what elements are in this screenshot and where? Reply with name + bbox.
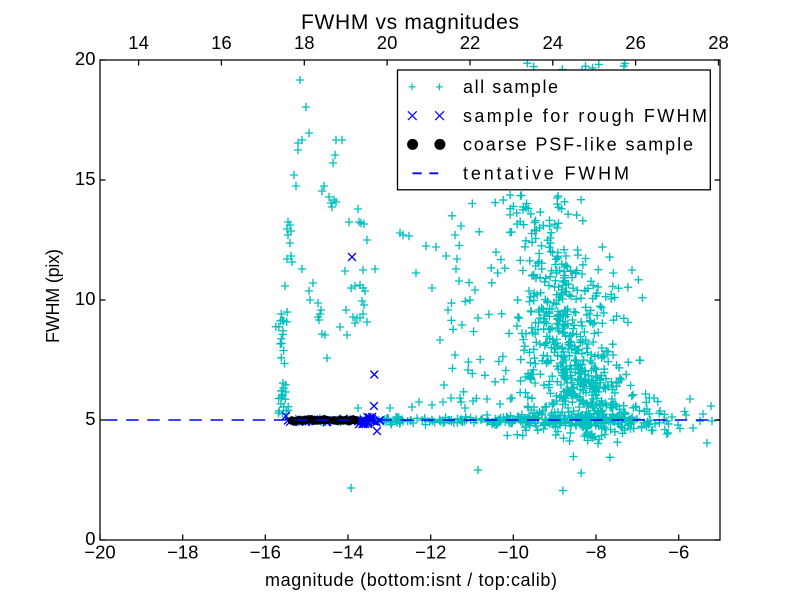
- svg-text:−14: −14: [332, 542, 363, 563]
- svg-text:5: 5: [85, 408, 95, 429]
- svg-text:0: 0: [85, 528, 95, 549]
- svg-text:28: 28: [708, 32, 729, 53]
- svg-text:18: 18: [294, 32, 315, 53]
- svg-text:FWHM (pix): FWHM (pix): [43, 249, 63, 343]
- svg-text:−8: −8: [585, 542, 606, 563]
- svg-text:−16: −16: [250, 542, 281, 563]
- svg-text:FWHM vs magnitudes: FWHM vs magnitudes: [301, 11, 519, 34]
- svg-text:26: 26: [625, 32, 646, 53]
- svg-text:−10: −10: [498, 542, 529, 563]
- svg-text:tentative FWHM: tentative FWHM: [463, 164, 629, 184]
- svg-text:coarse PSF-like sample: coarse PSF-like sample: [463, 135, 693, 155]
- svg-text:−6: −6: [668, 542, 689, 563]
- svg-text:20: 20: [377, 32, 398, 53]
- svg-text:all sample: all sample: [463, 77, 558, 97]
- svg-text:10: 10: [75, 288, 96, 309]
- svg-text:magnitude (bottom:isnt / top:c: magnitude (bottom:isnt / top:calib): [265, 570, 557, 590]
- svg-text:−20: −20: [84, 542, 115, 563]
- svg-text:14: 14: [128, 32, 149, 53]
- svg-text:16: 16: [211, 32, 232, 53]
- svg-text:24: 24: [543, 32, 564, 53]
- svg-text:15: 15: [75, 168, 96, 189]
- svg-text:−12: −12: [415, 542, 446, 563]
- svg-text:−18: −18: [167, 542, 198, 563]
- svg-text:20: 20: [75, 48, 96, 69]
- svg-text:22: 22: [460, 32, 481, 53]
